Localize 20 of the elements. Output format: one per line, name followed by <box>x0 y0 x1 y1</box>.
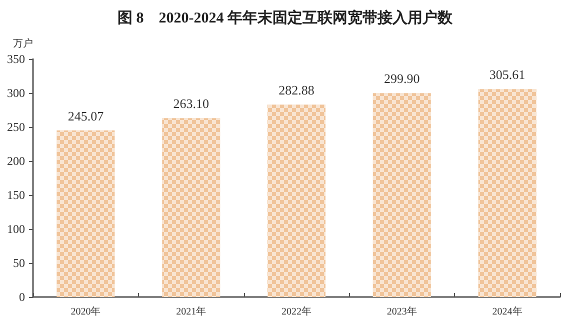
y-tick-label: 0 <box>19 290 25 304</box>
y-axis-title: 万户 <box>13 38 33 50</box>
data-label: 299.90 <box>384 71 420 86</box>
x-tick-label: 2020年 <box>70 306 101 318</box>
y-tick-label: 250 <box>7 120 25 134</box>
y-tick-label: 150 <box>7 188 25 202</box>
x-tick-label: 2022年 <box>282 306 312 318</box>
data-label: 282.88 <box>278 82 314 98</box>
y-tick-label: 100 <box>7 222 25 236</box>
data-label: 305.61 <box>489 67 526 82</box>
x-tick-label: 2024年 <box>492 306 522 318</box>
data-label: 245.07 <box>68 108 104 124</box>
data-label: 263.10 <box>173 96 209 112</box>
y-tick-label: 300 <box>7 86 25 100</box>
y-tick-label: 200 <box>7 154 25 168</box>
x-tick-label: 2023年 <box>386 306 417 318</box>
x-tick-label: 2021年 <box>176 306 206 318</box>
chart-title: 图 8 2020-2024 年年末固定互联网宽带接入用户数 <box>118 8 454 26</box>
y-tick-label: 50 <box>13 256 25 270</box>
y-tick-label: 350 <box>7 52 25 66</box>
